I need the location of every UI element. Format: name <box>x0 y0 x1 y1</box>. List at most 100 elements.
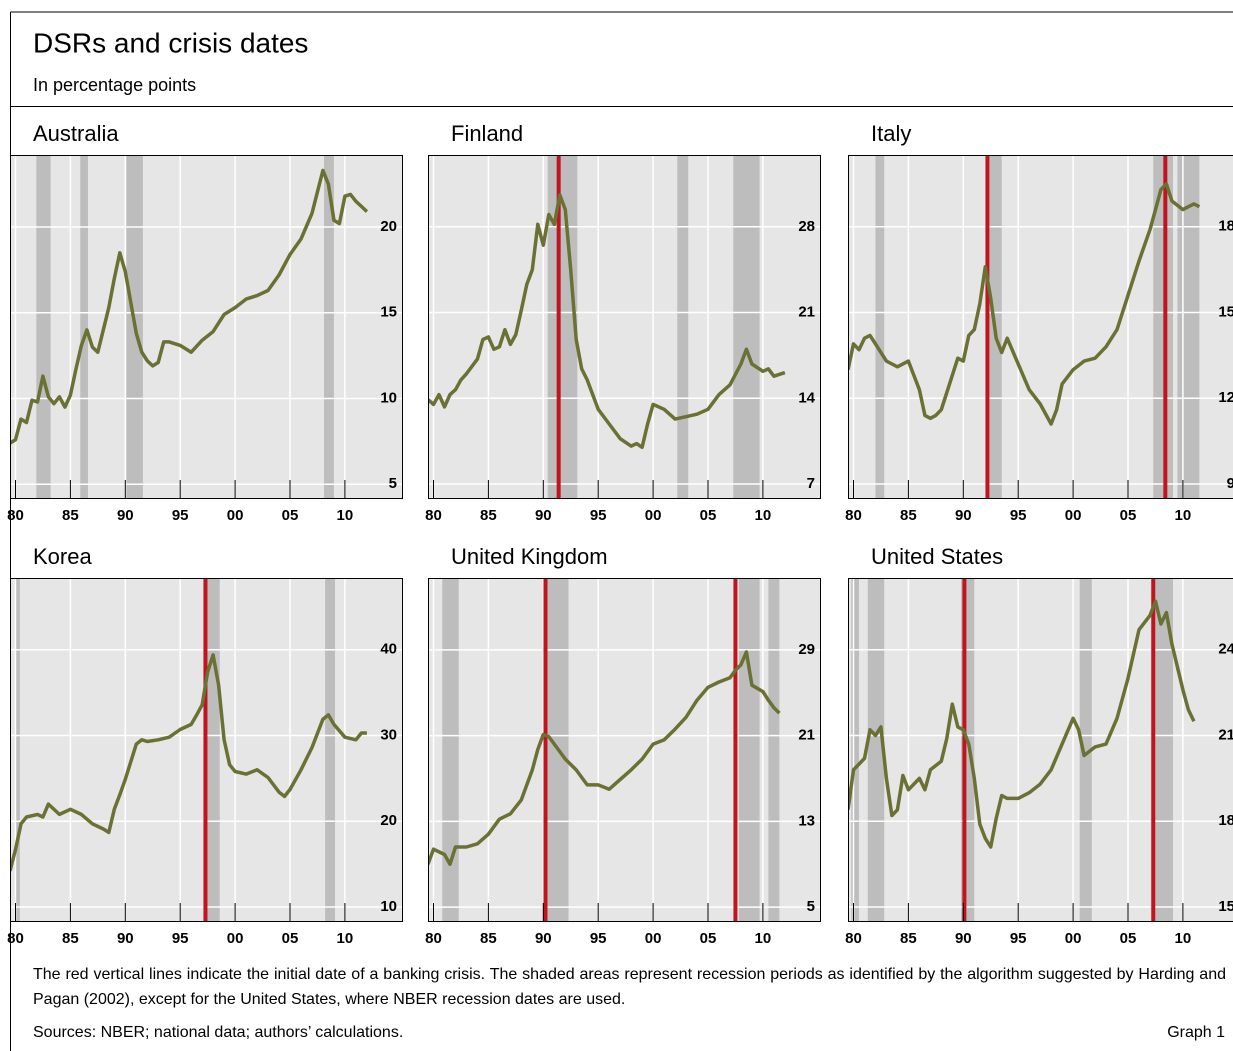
y-tick-label: 24 <box>1218 641 1233 658</box>
x-tick-label: 90 <box>955 930 972 947</box>
x-tick-label: 95 <box>590 930 607 947</box>
series-line <box>10 168 369 445</box>
x-tick-label: 05 <box>700 507 717 524</box>
recession-band <box>1079 578 1092 921</box>
x-tick-label: 85 <box>480 930 497 947</box>
recession-band <box>677 155 689 498</box>
note: The red vertical lines indicate the init… <box>33 966 1226 1008</box>
plot <box>848 155 1233 498</box>
y-tick-label: 9 <box>1227 475 1233 492</box>
y-tick-label: 28 <box>798 218 815 235</box>
plot-bg <box>10 155 402 498</box>
title: DSRs and crisis dates <box>33 27 308 58</box>
sources: Sources: NBER; national data; authors’ c… <box>33 1024 404 1041</box>
y-tick-label: 15 <box>1218 898 1233 915</box>
x-tick-label: 10 <box>337 930 354 947</box>
x-tick-label: 05 <box>1120 930 1137 947</box>
y-tick-label: 21 <box>1218 726 1233 743</box>
x-tick-label: 05 <box>1120 507 1137 524</box>
recession-band <box>733 155 760 498</box>
y-tick-label: 7 <box>807 475 815 492</box>
y-tick-label: 12 <box>1218 389 1233 406</box>
panel-title: Italy <box>871 121 911 146</box>
x-tick-label: 05 <box>700 930 717 947</box>
x-tick-label: 85 <box>900 507 917 524</box>
y-tick-label: 29 <box>798 641 815 658</box>
plot-bg <box>848 155 1233 498</box>
recession-band <box>547 155 578 498</box>
x-tick-label: 90 <box>535 507 552 524</box>
y-tick-label: 20 <box>380 812 397 829</box>
series-line <box>428 650 781 866</box>
panel-title: Korea <box>33 544 92 569</box>
y-tick-label: 13 <box>798 812 815 829</box>
recession-band <box>738 578 760 921</box>
plot-border <box>848 578 1233 922</box>
plot-border <box>848 155 1233 499</box>
x-tick-label: 00 <box>227 507 244 524</box>
x-tick-label: 95 <box>1010 930 1027 947</box>
y-tick-label: 18 <box>1218 812 1233 829</box>
series-line <box>848 599 1196 849</box>
y-tick-label: 5 <box>389 475 397 492</box>
x-tick-label: 10 <box>1175 507 1192 524</box>
recession-band <box>442 578 459 921</box>
x-tick-label: 95 <box>590 507 607 524</box>
x-tick-label: 80 <box>845 930 862 947</box>
y-tick-label: 10 <box>380 389 397 406</box>
recession-band <box>80 155 88 498</box>
plot <box>10 578 402 921</box>
x-tick-label: 80 <box>845 507 862 524</box>
recession-band <box>867 578 885 921</box>
plot <box>848 578 1233 921</box>
x-tick-label: 85 <box>62 930 79 947</box>
recession-band <box>325 578 336 921</box>
recession-band <box>205 578 220 921</box>
plot <box>428 578 820 921</box>
recession-band <box>875 155 885 498</box>
x-tick-label: 95 <box>1010 507 1027 524</box>
x-tick-label: 80 <box>7 930 24 947</box>
y-tick-label: 21 <box>798 727 815 744</box>
plot-border <box>10 578 403 922</box>
plot-bg <box>428 578 820 921</box>
subtitle: In percentage points <box>33 75 196 95</box>
y-tick-label: 5 <box>807 898 815 915</box>
plot <box>10 155 402 498</box>
plot-border <box>428 578 821 922</box>
plot-bg <box>848 578 1233 921</box>
x-tick-label: 90 <box>535 930 552 947</box>
x-tick-label: 10 <box>755 507 772 524</box>
x-tick-label: 00 <box>227 930 244 947</box>
y-tick-label: 14 <box>798 389 815 406</box>
recession-band <box>851 578 859 921</box>
panel-title: Australia <box>33 121 119 146</box>
x-tick-label: 80 <box>425 507 442 524</box>
x-tick-label: 00 <box>1065 930 1082 947</box>
x-tick-label: 10 <box>755 930 772 947</box>
x-tick-label: 85 <box>480 507 497 524</box>
recession-band <box>1153 578 1174 921</box>
x-tick-label: 90 <box>955 507 972 524</box>
x-tick-label: 00 <box>645 507 662 524</box>
recession-band <box>36 155 51 498</box>
plot <box>428 155 820 498</box>
panel-title: Finland <box>451 121 523 146</box>
recession-band <box>1153 155 1174 498</box>
x-tick-label: 90 <box>117 930 134 947</box>
x-tick-label: 00 <box>1065 507 1082 524</box>
series-line <box>10 653 367 872</box>
recession-band <box>768 578 780 921</box>
y-tick-label: 10 <box>380 898 397 915</box>
plot-bg <box>428 155 820 498</box>
y-tick-label: 15 <box>1218 303 1233 320</box>
x-tick-label: 85 <box>62 507 79 524</box>
panel-title: United Kingdom <box>451 544 608 569</box>
y-tick-label: 18 <box>1218 218 1233 235</box>
x-tick-label: 95 <box>172 930 189 947</box>
x-tick-label: 05 <box>282 930 299 947</box>
y-tick-label: 15 <box>380 304 397 321</box>
series-line <box>428 193 786 450</box>
x-tick-label: 80 <box>7 507 24 524</box>
x-tick-label: 10 <box>1175 930 1192 947</box>
